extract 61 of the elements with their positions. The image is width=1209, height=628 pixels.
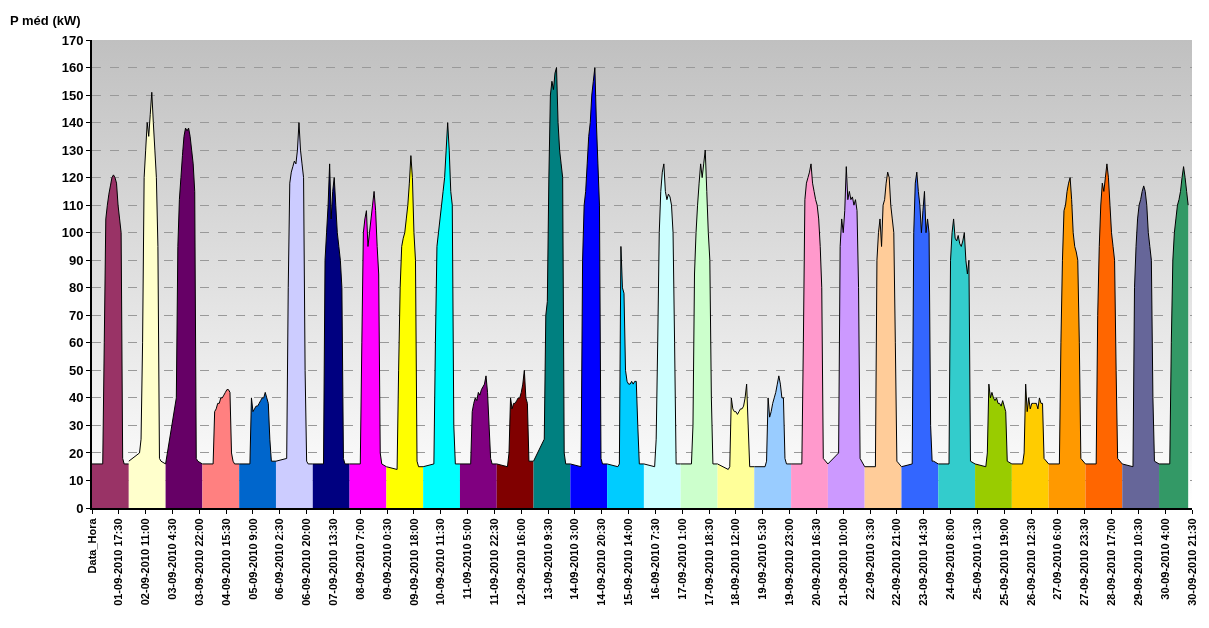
y-tick-label: 80 [68,280,84,296]
x-tick-label: 03-09-2010 4:30 [166,518,179,600]
x-tick-label: 17-09-2010 1:00 [675,518,688,600]
x-tick-label: 04-09-2010 15:30 [219,518,232,606]
y-tick-label: 120 [61,170,84,186]
x-tick-label: 28-09-2010 17:00 [1105,518,1118,606]
y-tick-label: 30 [68,417,84,433]
x-tick-label: 20-09-2010 16:30 [809,518,822,606]
x-tick-label: 06-09-2010 2:30 [273,518,286,600]
x-tick-label: 18-09-2010 12:00 [729,518,742,606]
x-tick-label: 01-09-2010 17:30 [112,518,125,606]
x-tick-label: 06-09-2010 20:00 [300,518,313,606]
x-tick-label: 22-09-2010 21:00 [890,518,903,606]
x-tick-label: 24-09-2010 8:00 [944,518,957,600]
x-tick-label: 25-09-2010 19:00 [997,518,1010,606]
y-tick-label: 60 [68,335,84,351]
x-tick-label: 15-09-2010 14:00 [622,518,635,606]
x-tick-label: 10-09-2010 11:30 [434,518,447,606]
x-tick-label: 27-09-2010 23:30 [1078,518,1091,606]
x-tick-label: 16-09-2010 7:30 [648,518,661,600]
x-tick-label: 17-09-2010 18:30 [702,518,715,606]
x-tick-label: 08-09-2010 7:00 [353,518,366,600]
x-tick-label: 21-09-2010 10:00 [836,518,849,606]
x-tick-label: 11-09-2010 5:00 [461,518,474,600]
y-tick-label: 170 [61,32,84,48]
x-tick-label: 07-09-2010 13:30 [327,518,340,606]
x-tick-label: Data_Hora [85,517,98,574]
x-tick-label: 09-09-2010 18:00 [407,518,420,606]
y-tick-label: 50 [68,362,84,378]
x-tick-label: 27-09-2010 6:00 [1051,518,1064,600]
x-tick-label: 13-09-2010 9:30 [541,518,554,600]
x-tick-label: 11-09-2010 22:30 [488,518,501,606]
y-tick-label: 40 [68,390,84,406]
x-tick-label: 26-09-2010 12:30 [1024,518,1037,606]
y-tick-label: 160 [61,60,84,76]
x-tick-label: 14-09-2010 3:00 [568,518,581,600]
x-tick-label: 23-09-2010 14:30 [917,518,930,606]
y-tick-label: 20 [68,445,84,461]
x-tick-label: 30-09-2010 4:00 [1158,518,1171,600]
y-tick-label: 10 [68,473,84,489]
x-tick-label: 25-09-2010 1:30 [970,518,983,600]
x-tick-label: 30-09-2010 21:30 [1185,518,1198,606]
x-tick-label: 14-09-2010 20:30 [595,518,608,606]
y-axis-title: P méd (kW) [10,13,81,28]
x-tick-label: 09-09-2010 0:30 [380,518,393,600]
x-tick-label: 02-09-2010 11:00 [139,518,152,606]
y-tick-label: 110 [62,197,84,213]
x-tick-label: 22-09-2010 3:30 [863,518,876,600]
x-tick-label: 19-09-2010 23:00 [783,518,796,606]
x-tick-label: 19-09-2010 5:30 [756,518,769,600]
y-tick-label: 90 [68,252,84,268]
x-tick-label: 29-09-2010 10:30 [1131,518,1144,606]
x-tick-label: 03-09-2010 22:00 [192,518,205,606]
y-tick-label: 0 [76,500,84,516]
y-tick-label: 70 [68,307,84,323]
x-tick-label: 05-09-2010 9:00 [246,518,259,600]
y-tick-label: 100 [61,225,84,241]
x-tick-label: 12-09-2010 16:00 [514,518,527,606]
y-tick-label: 150 [61,87,84,103]
y-tick-label: 130 [61,142,84,158]
y-tick-label: 140 [61,115,84,131]
